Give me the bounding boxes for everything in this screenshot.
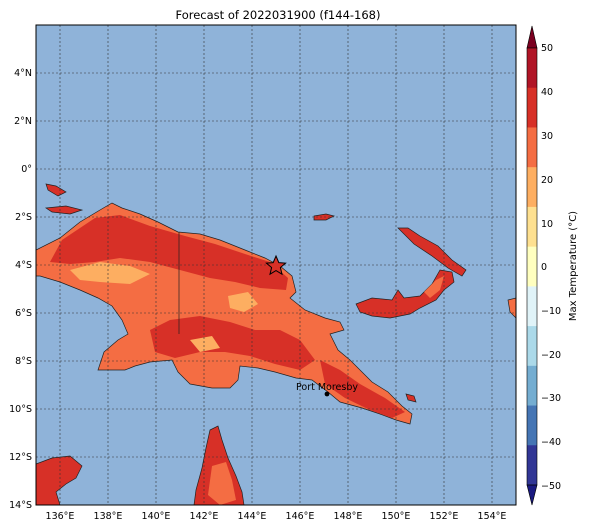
cb-tick-0: 50 <box>541 43 553 54</box>
lat-tick-3: 2°S <box>15 212 32 223</box>
colorbar-label: Max Temperature (°C) <box>568 211 579 321</box>
lon-tick-4: 144°E <box>238 511 267 522</box>
hot-zone-north <box>50 215 288 290</box>
hot-zone-southeast <box>320 360 405 418</box>
lat-tick-7: 10°S <box>9 404 32 415</box>
land-layer <box>36 183 516 505</box>
new-britain-island <box>355 269 455 319</box>
cape-york-warm <box>208 462 236 505</box>
lon-tick-6: 148°E <box>334 511 363 522</box>
colorbar-segment <box>527 405 537 446</box>
map-gridlines <box>36 25 516 505</box>
colorbar-frame <box>526 47 538 486</box>
map-frame <box>35 24 517 506</box>
cb-tick-7: −20 <box>541 350 561 361</box>
colorbar-top-extend <box>526 25 538 49</box>
lon-tick-3: 142°E <box>190 511 219 522</box>
halmahera-island <box>45 183 67 197</box>
small-island-east <box>405 393 417 403</box>
cb-tick-2: 30 <box>541 131 553 142</box>
colorbar-segment <box>527 365 537 407</box>
lat-tick-1: 2°N <box>14 116 32 127</box>
waigeo-island <box>44 205 84 215</box>
city-label: Port Moresby <box>296 382 358 393</box>
lat-tick-8: 12°S <box>9 452 32 463</box>
latitude-tick-labels: 4°N 2°N 0° 2°S 4°S 6°S 8°S 10°S 12°S 14°… <box>9 68 32 511</box>
lon-tick-2: 140°E <box>142 511 171 522</box>
cb-tick-4: 10 <box>541 219 553 230</box>
new-britain-warm <box>424 276 444 298</box>
colorbar-segment <box>527 246 537 287</box>
cb-tick-1: 40 <box>541 87 553 98</box>
lat-tick-4: 4°S <box>15 260 32 271</box>
colorbar-segment <box>527 48 537 89</box>
colorbar <box>526 25 538 506</box>
longitude-tick-labels: 136°E 138°E 140°E 142°E 144°E 146°E 148°… <box>46 511 507 522</box>
cb-tick-9: −40 <box>541 437 561 448</box>
new-ireland-island <box>397 227 467 277</box>
cb-tick-8: −30 <box>541 393 561 404</box>
colorbar-segment <box>527 206 537 248</box>
warm-zone-central <box>228 292 258 312</box>
lon-tick-1: 138°E <box>94 511 123 522</box>
lat-tick-0: 4°N <box>14 68 32 79</box>
colorbar-segment <box>527 167 537 208</box>
cb-tick-10: −50 <box>541 481 561 492</box>
lon-tick-5: 146°E <box>286 511 315 522</box>
lon-tick-9: 154°E <box>478 511 507 522</box>
map-title: Forecast of 2022031900 (f144-168) <box>176 8 381 22</box>
warm-zone-west <box>70 262 150 284</box>
colorbar-segment <box>527 326 537 367</box>
city-dot-icon <box>324 391 330 397</box>
colorbar-segment <box>527 286 537 327</box>
cb-tick-3: 20 <box>541 175 553 186</box>
lat-tick-5: 6°S <box>15 308 32 319</box>
colorbar-bottom-extend <box>526 484 538 506</box>
cb-tick-6: −10 <box>541 306 561 317</box>
hot-zone-central <box>150 316 315 370</box>
colorbar-segment <box>527 127 537 168</box>
lon-tick-7: 150°E <box>382 511 411 522</box>
lon-tick-0: 136°E <box>46 511 75 522</box>
lat-tick-6: 8°S <box>15 356 32 367</box>
lat-tick-2: 0° <box>21 164 32 175</box>
colorbar-segment <box>527 445 537 486</box>
colorbar-segment <box>527 87 537 128</box>
colorbar-tick-labels: 50 40 30 20 10 0 −10 −20 −30 −40 −50 <box>541 43 561 492</box>
forecast-location-star-icon <box>265 254 287 276</box>
warm-zone-south <box>190 336 220 352</box>
lat-tick-9: 14°S <box>9 500 32 511</box>
lon-tick-8: 152°E <box>430 511 459 522</box>
cb-tick-5: 0 <box>541 262 547 273</box>
